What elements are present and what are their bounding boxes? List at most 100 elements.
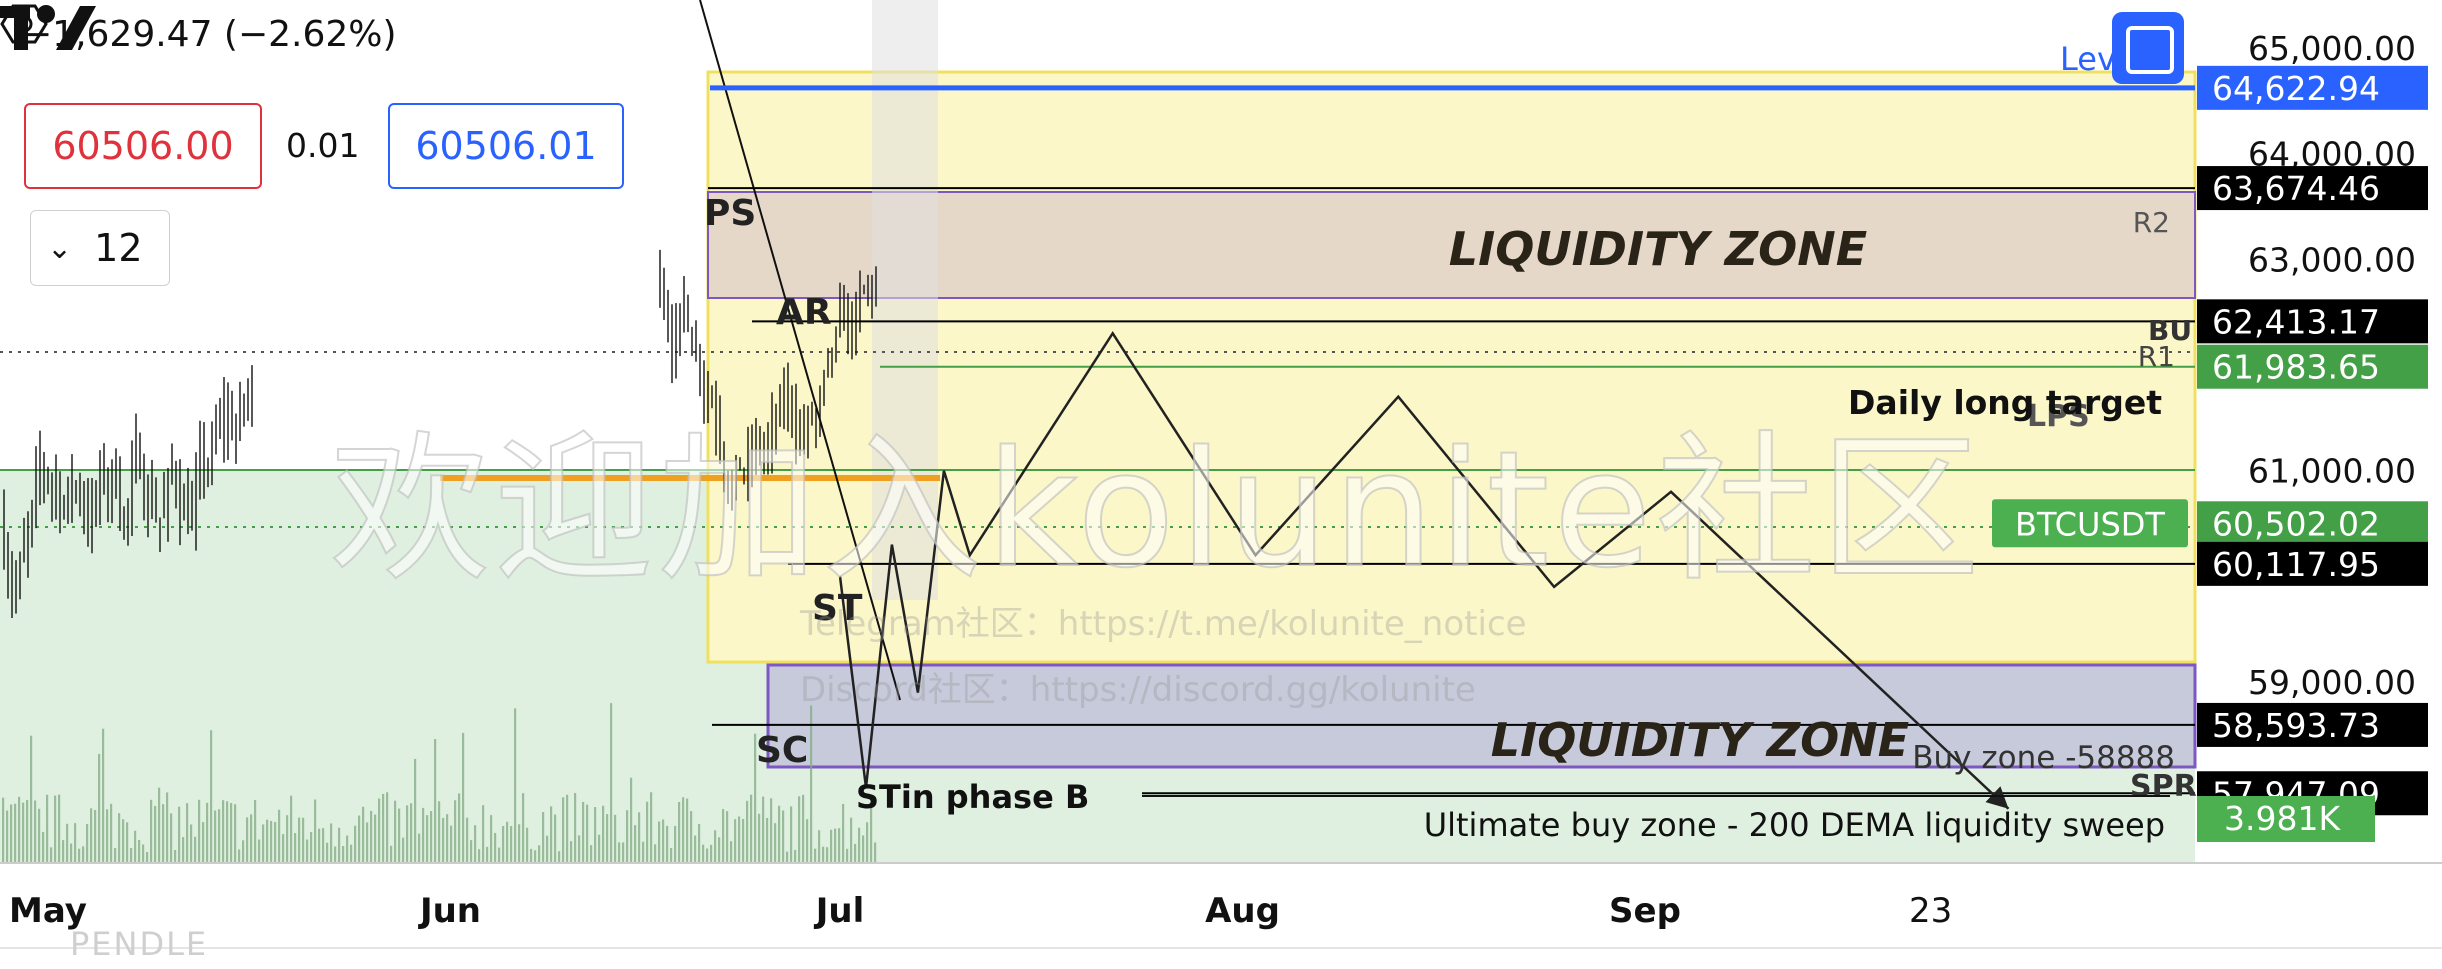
volume-bar (422, 807, 425, 862)
fullscreen-button[interactable] (2112, 12, 2184, 84)
volume-bar (762, 796, 765, 862)
volume-bar (182, 837, 185, 862)
volume-bar (770, 798, 773, 862)
volume-bar (230, 803, 233, 862)
volume-bar (58, 794, 61, 862)
price-badge-label-2: 62,413.17 (2212, 302, 2380, 341)
volume-bar (690, 811, 693, 862)
annotation-11: Buy zone -58888 (1912, 740, 2175, 776)
annotation-0: PS (704, 193, 756, 234)
settings-hexagon-icon[interactable] (0, 0, 48, 48)
volume-bar (6, 810, 9, 862)
x-tick-label-0: May (9, 891, 87, 931)
price-axis[interactable]: 65,000.0064,000.0063,000.0061,000.0059,0… (2248, 29, 2416, 702)
volume-bar (194, 836, 197, 862)
annotation-12: Ultimate buy zone - 200 DEMA liquidity s… (1424, 806, 2165, 844)
volume-bar (346, 835, 349, 862)
volume-bar (418, 833, 421, 862)
volume-bar (530, 848, 533, 862)
volume-bar (278, 809, 281, 862)
price-badge-6 (2197, 702, 2428, 747)
volume-bar (490, 815, 493, 862)
volume-bar (578, 835, 581, 862)
volume-bar (226, 801, 229, 862)
volume-bar (338, 827, 341, 862)
volume-badge (2197, 796, 2375, 842)
price-badge-3 (2197, 344, 2428, 389)
price-badge-4 (2197, 501, 2428, 546)
volume-bar (322, 828, 325, 862)
volume-bar (34, 800, 37, 862)
volume-bar (766, 817, 769, 862)
watermark-discord: Discord社区：https://discord.gg/kolunite (800, 670, 1476, 710)
volume-bar (210, 730, 213, 862)
annotation-3: SC (756, 730, 808, 771)
trendline (699, 0, 901, 701)
volume-bar (478, 849, 481, 862)
price-badge-2 (2197, 299, 2428, 344)
volume-bar (46, 794, 49, 862)
volume-bar (414, 758, 417, 862)
volume-bar (630, 777, 633, 862)
projection-path (838, 330, 2010, 810)
volume-bar (326, 842, 329, 862)
volume-bar (342, 846, 345, 862)
x-tick-label-1: Jun (418, 891, 481, 931)
volume-bar (642, 841, 645, 862)
volume-bar (462, 732, 465, 862)
volume-bar (626, 810, 629, 862)
volume-bar (518, 824, 521, 862)
annotation-4: STin phase B (856, 778, 1089, 816)
chevron-down-icon: ⌄ (47, 230, 73, 266)
volume-bar (866, 822, 869, 862)
volume-bar (282, 834, 285, 862)
volume-bar (550, 806, 553, 862)
buy-button[interactable]: 60506.01 (388, 103, 624, 189)
volume-bar (298, 817, 301, 862)
volume-bar (698, 824, 701, 862)
volume-bar (286, 815, 289, 862)
volume-bar (238, 849, 241, 862)
volume-bar (758, 813, 761, 862)
volume-bar (574, 793, 577, 862)
volume-bar (846, 848, 849, 862)
y-tick-label-0: 65,000.00 (2248, 29, 2416, 68)
volume-bar (10, 804, 13, 862)
volume-bar (178, 806, 181, 862)
volume-bar (534, 850, 537, 862)
volume-bar (186, 803, 189, 862)
volume-bar (74, 823, 77, 862)
volume-bar (786, 851, 789, 862)
volume-bar (874, 842, 877, 862)
price-badges: 64,622.94 63,674.46 62,413.17 61,983.65 60,5… (1992, 65, 2428, 842)
volume-bar (614, 814, 617, 862)
volume-bar (734, 819, 737, 862)
annotation-2: ST (812, 588, 863, 629)
volume-bar (174, 850, 177, 862)
interval-selector[interactable]: ⌄ 12 (30, 210, 170, 286)
volume-bar (26, 800, 29, 862)
volume-bar (126, 822, 129, 862)
volume-bar (54, 795, 57, 862)
sell-button[interactable]: 60506.00 (24, 103, 262, 189)
volume-bar (86, 823, 89, 862)
volume-bar (318, 828, 321, 862)
volume-bar (718, 837, 721, 862)
volume-bar (130, 848, 133, 862)
volume-bar (374, 814, 377, 862)
volume-bar (62, 840, 65, 862)
volume-bar (610, 703, 613, 862)
x-tick-label-4: Sep (1609, 891, 1681, 931)
price-badge-label-1: 63,674.46 (2212, 169, 2380, 208)
volume-bar (794, 849, 797, 862)
y-tick-label-4: 59,000.00 (2248, 663, 2416, 702)
volume-bar (78, 848, 81, 862)
volume-bar (754, 733, 757, 862)
volume-bar (502, 826, 505, 862)
volume-bar (590, 845, 593, 862)
volume-bar (650, 792, 653, 862)
price-badge-label-4: 60,502.02 (2212, 504, 2380, 543)
